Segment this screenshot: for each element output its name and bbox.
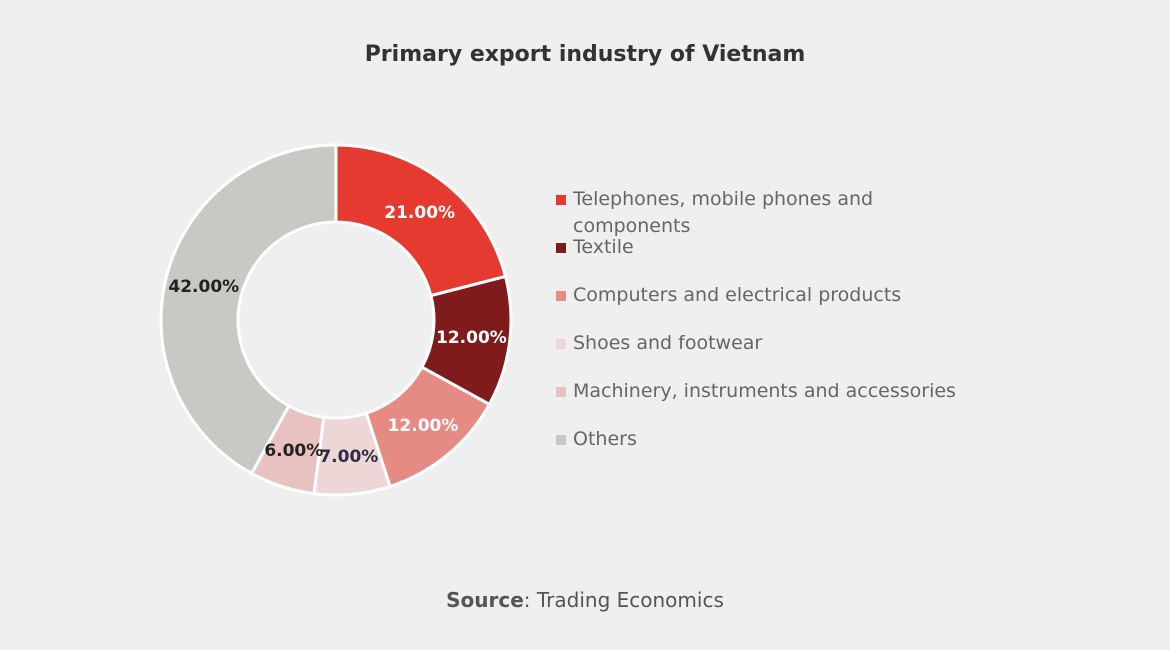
slice-value-label-shoes: 7.00%	[319, 447, 378, 467]
legend-swatch	[556, 291, 566, 301]
source-text: : Trading Economics	[523, 588, 724, 612]
donut-slice-telephones[interactable]	[334, 143, 508, 298]
slices-group	[159, 143, 513, 497]
slice-value-label-textile: 12.00%	[436, 328, 507, 348]
legend-label: Telephones, mobile phones and components	[573, 188, 874, 237]
slice-labels-group: 21.00% 12.00% 12.00% 7.00%6.00% 42.00%	[168, 203, 506, 467]
source-note: Source: Trading Economics	[0, 588, 1170, 612]
legend-swatch	[556, 339, 566, 349]
donut-chart: 21.00% 12.00% 12.00% 7.00%6.00% 42.00%	[159, 143, 513, 497]
source-prefix: Source	[446, 588, 524, 612]
slice-value-label-telephones: 21.00%	[384, 203, 455, 223]
legend-item-textile[interactable]: Textile	[556, 234, 976, 261]
legend-item-others[interactable]: Others	[556, 426, 976, 453]
slice-value-label-others: 42.00%	[168, 277, 239, 297]
legend-swatch	[556, 243, 566, 253]
legend-label: Shoes and footwear	[573, 332, 763, 354]
legend-item-shoes[interactable]: Shoes and footwear	[556, 330, 976, 357]
legend-label: Computers and electrical products	[573, 284, 902, 306]
donut-slice-others[interactable]	[159, 143, 338, 476]
chart-title: Primary export industry of Vietnam	[364, 42, 806, 67]
legend-item-machinery[interactable]: Machinery, instruments and accessories	[556, 378, 976, 405]
legend-swatch	[556, 387, 566, 397]
legend-label: Others	[573, 428, 637, 450]
legend-item-computers[interactable]: Computers and electrical products	[556, 282, 976, 309]
legend-item-telephones[interactable]: Telephones, mobile phones and components	[556, 186, 976, 240]
legend-swatch	[556, 435, 566, 445]
slice-value-label-machinery: 6.00%	[264, 441, 323, 461]
legend-label: Machinery, instruments and accessories	[573, 380, 956, 402]
slice-value-label-computers: 12.00%	[388, 416, 459, 436]
legend-label: Textile	[573, 236, 634, 258]
legend-swatch	[556, 195, 566, 205]
